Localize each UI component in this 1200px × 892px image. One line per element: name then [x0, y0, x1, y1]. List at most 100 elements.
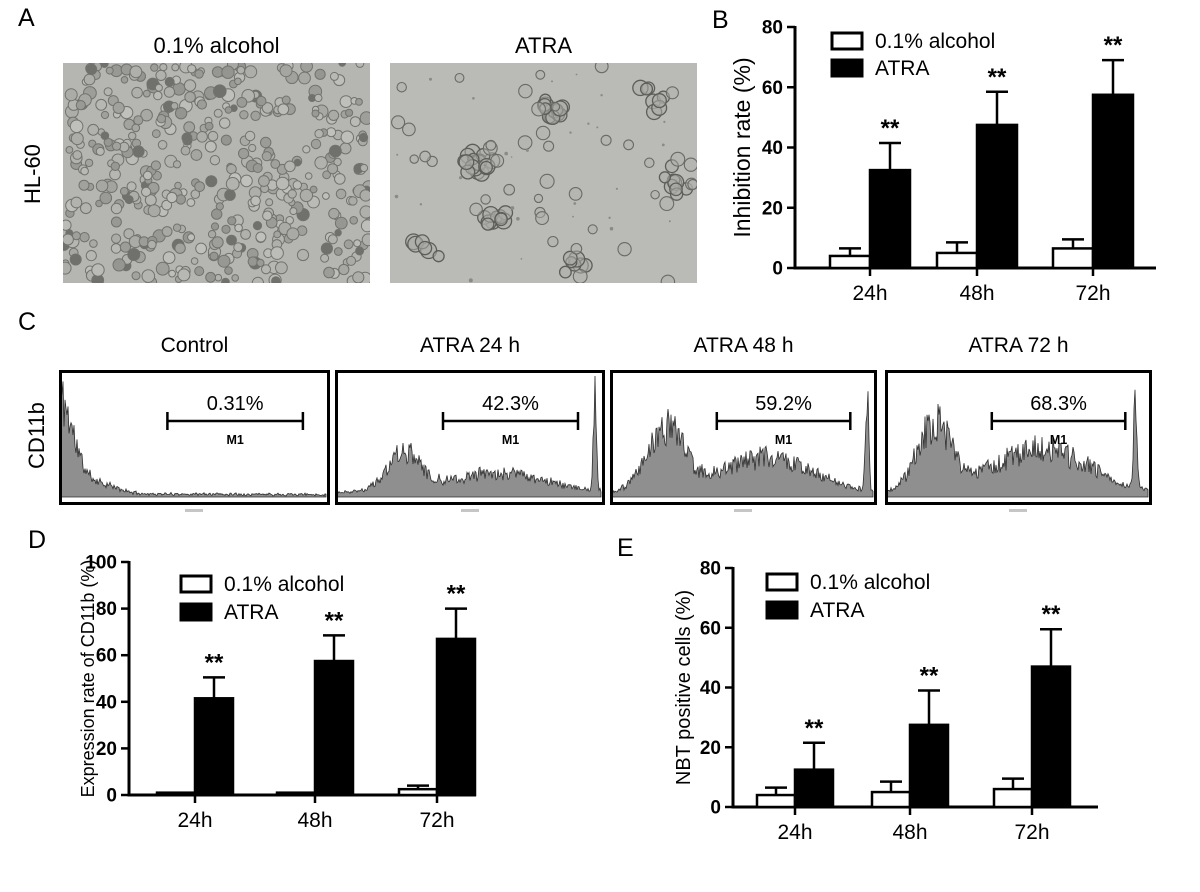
- cell: [184, 91, 196, 103]
- gate-name-label: M1: [775, 433, 792, 447]
- cell: [334, 229, 342, 237]
- debris-particle: [510, 156, 513, 158]
- cell: [105, 66, 114, 75]
- micrograph-alcohol-title: 0.1% alcohol: [153, 33, 280, 58]
- cell: [419, 150, 431, 163]
- cell: [140, 108, 153, 122]
- cell: [333, 157, 342, 167]
- cell: [177, 268, 191, 282]
- x-tick-label: 24h: [777, 821, 812, 844]
- cell: [260, 136, 272, 149]
- cell: [180, 145, 191, 156]
- cell: [247, 256, 259, 267]
- cell: [141, 186, 152, 197]
- histogram-axis-micro-label: [461, 509, 479, 512]
- cell: [205, 271, 217, 283]
- significance-marker: **: [1104, 32, 1123, 59]
- cell: [345, 108, 354, 117]
- cell: [171, 63, 180, 72]
- cell: [161, 199, 173, 211]
- cell: [292, 180, 303, 190]
- cell: [296, 248, 310, 262]
- cell: [244, 65, 258, 79]
- cell: [391, 115, 406, 130]
- cell: [204, 121, 214, 131]
- cell: [162, 251, 176, 265]
- cell: [409, 154, 419, 164]
- cell: [335, 188, 347, 200]
- cell: [153, 90, 163, 101]
- cell: [314, 93, 323, 103]
- cell: [454, 72, 465, 83]
- cell: [240, 174, 253, 188]
- cell: [204, 140, 217, 153]
- cell: [194, 181, 206, 192]
- cell: [402, 122, 416, 137]
- panel-a-label: A: [18, 4, 35, 32]
- cell: [174, 242, 186, 254]
- cell: [69, 253, 82, 266]
- cell: [207, 130, 219, 142]
- cell: [338, 63, 346, 67]
- y-tick-label: 80: [762, 18, 783, 39]
- cell: [196, 99, 207, 110]
- cell: [112, 258, 126, 272]
- bar: [275, 791, 317, 797]
- debris-particle: [525, 148, 529, 152]
- cell: [361, 233, 370, 247]
- cell: [156, 114, 167, 124]
- cell: [95, 98, 108, 111]
- cell-cluster-cell: [417, 240, 433, 256]
- cell-cluster-cell: [479, 160, 493, 175]
- cell: [570, 242, 583, 255]
- flow-histogram-title-atra24: ATRA 24 h: [420, 334, 520, 357]
- cell: [150, 160, 162, 171]
- cell: [572, 268, 588, 283]
- cell: [334, 216, 348, 230]
- cell: [239, 110, 249, 120]
- significance-marker: **: [881, 115, 900, 142]
- legend-label: ATRA: [224, 601, 278, 624]
- cell-cluster-cell: [658, 171, 672, 184]
- cell: [231, 274, 239, 282]
- x-tick-label: 48h: [297, 809, 332, 832]
- cell: [262, 210, 273, 221]
- cell: [250, 110, 261, 121]
- x-tick-label: 24h: [852, 282, 887, 300]
- cell: [568, 187, 583, 201]
- cell: [183, 79, 197, 92]
- legend-swatch: [179, 574, 213, 594]
- gate-percent-label: 68.3%: [1030, 393, 1087, 415]
- cell: [359, 205, 370, 219]
- cell: [110, 216, 122, 228]
- cell: [359, 163, 369, 173]
- y-tick-label: 20: [762, 198, 783, 219]
- cell: [213, 84, 227, 99]
- cell: [238, 147, 250, 160]
- legend-label: 0.1% alcohol: [875, 30, 995, 53]
- significance-marker: **: [920, 662, 939, 689]
- cell: [490, 153, 505, 168]
- cell: [95, 199, 103, 208]
- cell: [187, 233, 196, 242]
- cell: [396, 81, 407, 93]
- cell: [535, 211, 550, 226]
- cell: [359, 132, 369, 143]
- legend-label: ATRA: [810, 599, 864, 622]
- cell: [355, 63, 365, 68]
- y-tick-label: 40: [96, 692, 117, 713]
- cell: [111, 233, 122, 244]
- y-tick-label: 60: [700, 618, 721, 639]
- cell: [310, 138, 322, 150]
- flow-histogram-control: 0.31% M1: [59, 370, 330, 505]
- cell: [355, 98, 363, 106]
- y-tick-label: 80: [96, 599, 117, 620]
- cell: [343, 239, 354, 250]
- cell: [209, 251, 219, 261]
- cell: [119, 241, 132, 253]
- bar: [828, 254, 872, 270]
- cell: [224, 266, 233, 275]
- histogram-curve: [611, 391, 874, 498]
